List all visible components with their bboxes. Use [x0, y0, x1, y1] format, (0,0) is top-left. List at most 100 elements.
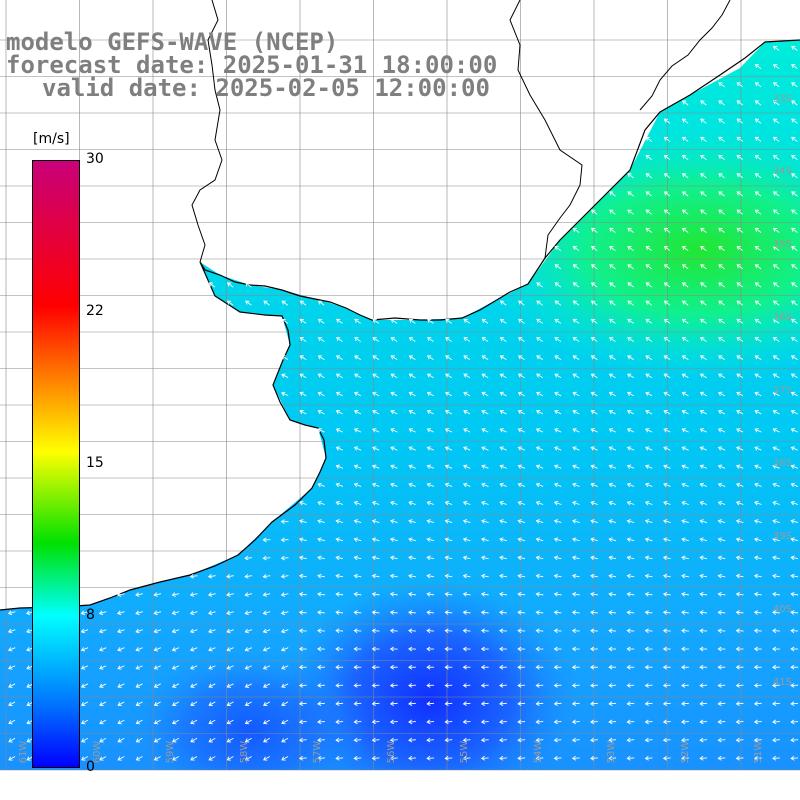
- wind-arrow: [371, 701, 380, 707]
- wind-arrow: [718, 136, 725, 142]
- wind-arrow: [645, 191, 653, 197]
- wind-arrow: [717, 464, 726, 469]
- wind-arrow: [99, 719, 107, 725]
- wind-arrow: [663, 355, 671, 361]
- wind-arrow: [772, 737, 780, 743]
- wind-arrow: [681, 610, 689, 615]
- wind-arrow: [499, 683, 507, 688]
- wind-arrow: [791, 100, 798, 106]
- wind-arrow: [772, 591, 780, 597]
- wind-arrow: [699, 573, 708, 579]
- wind-arrow: [772, 701, 780, 707]
- wind-arrow: [518, 337, 525, 342]
- wind-arrow: [389, 591, 398, 597]
- wind-arrow: [444, 409, 453, 415]
- wind-arrow: [499, 482, 507, 488]
- wind-arrow: [736, 118, 744, 124]
- wind-arrow: [662, 591, 671, 597]
- wind-arrow: [226, 756, 234, 761]
- wind-arrow: [791, 173, 798, 179]
- wind-arrow: [335, 591, 344, 597]
- wind-arrow: [791, 246, 798, 252]
- wind-arrow: [299, 337, 307, 342]
- wind-arrow: [499, 555, 507, 561]
- wind-arrow: [117, 737, 125, 743]
- wind-arrow: [754, 519, 762, 524]
- wind-arrow: [754, 373, 762, 379]
- wind-arrow: [335, 391, 343, 397]
- wind-arrow: [590, 573, 598, 579]
- wind-arrow: [208, 719, 216, 725]
- wind-arrow: [189, 573, 198, 579]
- wind-arrow: [735, 646, 744, 652]
- wind-arrow: [480, 573, 489, 579]
- wind-arrow: [772, 45, 780, 51]
- wind-arrow: [571, 628, 580, 634]
- wind-arrow: [645, 136, 653, 142]
- wind-arrow: [317, 482, 325, 488]
- wind-arrow: [571, 610, 580, 615]
- wind-arrow: [299, 300, 307, 306]
- wind-arrow: [535, 428, 544, 433]
- wind-arrow: [335, 701, 344, 707]
- wind-arrow: [772, 191, 780, 197]
- wind-arrow: [226, 592, 234, 597]
- wind-arrow: [244, 555, 253, 561]
- wind-arrow: [207, 573, 216, 579]
- lon-label: 53W: [606, 741, 617, 764]
- wind-arrow: [718, 264, 725, 270]
- wind-arrow: [553, 537, 562, 542]
- wind-arrow: [681, 537, 689, 542]
- wind-arrow: [317, 537, 325, 542]
- wind-arrow: [280, 628, 289, 634]
- wind-arrow: [135, 610, 143, 616]
- wind-arrow: [208, 282, 216, 288]
- wind-arrow: [426, 755, 435, 761]
- wind-arrow: [772, 610, 780, 615]
- wind-arrow: [262, 573, 271, 579]
- wind-arrow: [681, 664, 689, 670]
- wind-arrow: [790, 500, 799, 506]
- wind-arrow: [699, 482, 708, 488]
- wind-arrow: [681, 337, 689, 342]
- wind-arrow: [317, 628, 325, 634]
- wind-arrow: [463, 391, 471, 397]
- wind-arrow: [572, 337, 580, 342]
- wind-arrow: [317, 373, 325, 379]
- wind-arrow: [262, 628, 271, 634]
- wind-arrow: [627, 391, 635, 397]
- wind-arrow: [499, 628, 507, 634]
- wind-arrow: [681, 573, 689, 579]
- wind-arrow: [572, 264, 580, 270]
- wind-arrow: [298, 628, 307, 634]
- wind-arrow: [317, 409, 325, 415]
- wind-arrow: [535, 719, 544, 725]
- wind-arrow: [754, 391, 762, 397]
- wind-arrow: [354, 355, 362, 361]
- wind-arrow: [791, 282, 798, 288]
- wind-arrow: [408, 428, 416, 433]
- wind-arrow: [298, 664, 307, 670]
- wind-arrow: [208, 628, 216, 634]
- wind-arrow: [645, 282, 653, 288]
- wind-arrow: [299, 373, 307, 379]
- wind-arrow: [790, 409, 798, 415]
- wind-arrow: [700, 318, 707, 324]
- wind-arrow: [718, 355, 726, 361]
- wind-arrow: [517, 537, 526, 542]
- wind-arrow: [608, 555, 617, 561]
- wind-arrow: [189, 628, 198, 634]
- wind-arrow: [717, 519, 726, 524]
- wind-arrow: [462, 683, 471, 688]
- wind-arrow: [226, 647, 234, 652]
- wind-arrow: [317, 701, 325, 707]
- wind-arrow: [80, 647, 89, 652]
- wind-arrow: [772, 373, 780, 379]
- wind-arrow: [445, 318, 452, 324]
- wind-arrow: [353, 628, 362, 634]
- wind-arrow: [171, 592, 180, 597]
- wind-arrow: [754, 446, 762, 451]
- wind-arrow: [571, 555, 580, 561]
- wind-arrow: [572, 318, 580, 324]
